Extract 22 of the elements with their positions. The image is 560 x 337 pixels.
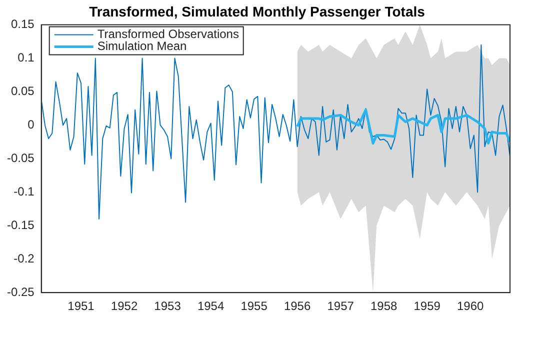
x-tick-label: 1960 — [456, 299, 484, 314]
chart-title: Transformed, Simulated Monthly Passenger Totals — [89, 3, 426, 20]
x-tick-label: 1954 — [197, 299, 224, 314]
y-tick-label: 0 — [28, 118, 35, 132]
x-tick-label: 1955 — [240, 299, 268, 314]
legend-label: Simulation Mean — [97, 39, 187, 54]
y-tick-label: -0.25 — [6, 284, 35, 299]
x-tick-label: 1959 — [414, 299, 441, 314]
x-tick-label: 1953 — [154, 299, 182, 314]
y-tick-label: -0.2 — [14, 251, 35, 266]
y-tick-label: 0.1 — [18, 50, 35, 65]
y-tick-label: -0.1 — [14, 184, 35, 198]
x-tick-label: 1951 — [68, 299, 95, 314]
y-tick-label: -0.15 — [6, 218, 35, 232]
y-tick-label: 0.15 — [10, 17, 35, 32]
x-tick-label: 1958 — [370, 299, 398, 314]
y-tick-label: -0.05 — [6, 151, 35, 166]
x-tick-label: 1952 — [110, 299, 138, 314]
x-tick-label: 1957 — [327, 299, 354, 314]
legend-label: Transformed Observations — [97, 27, 239, 42]
x-tick-label: 1956 — [284, 299, 311, 314]
y-tick-label: 0.05 — [10, 84, 35, 98]
